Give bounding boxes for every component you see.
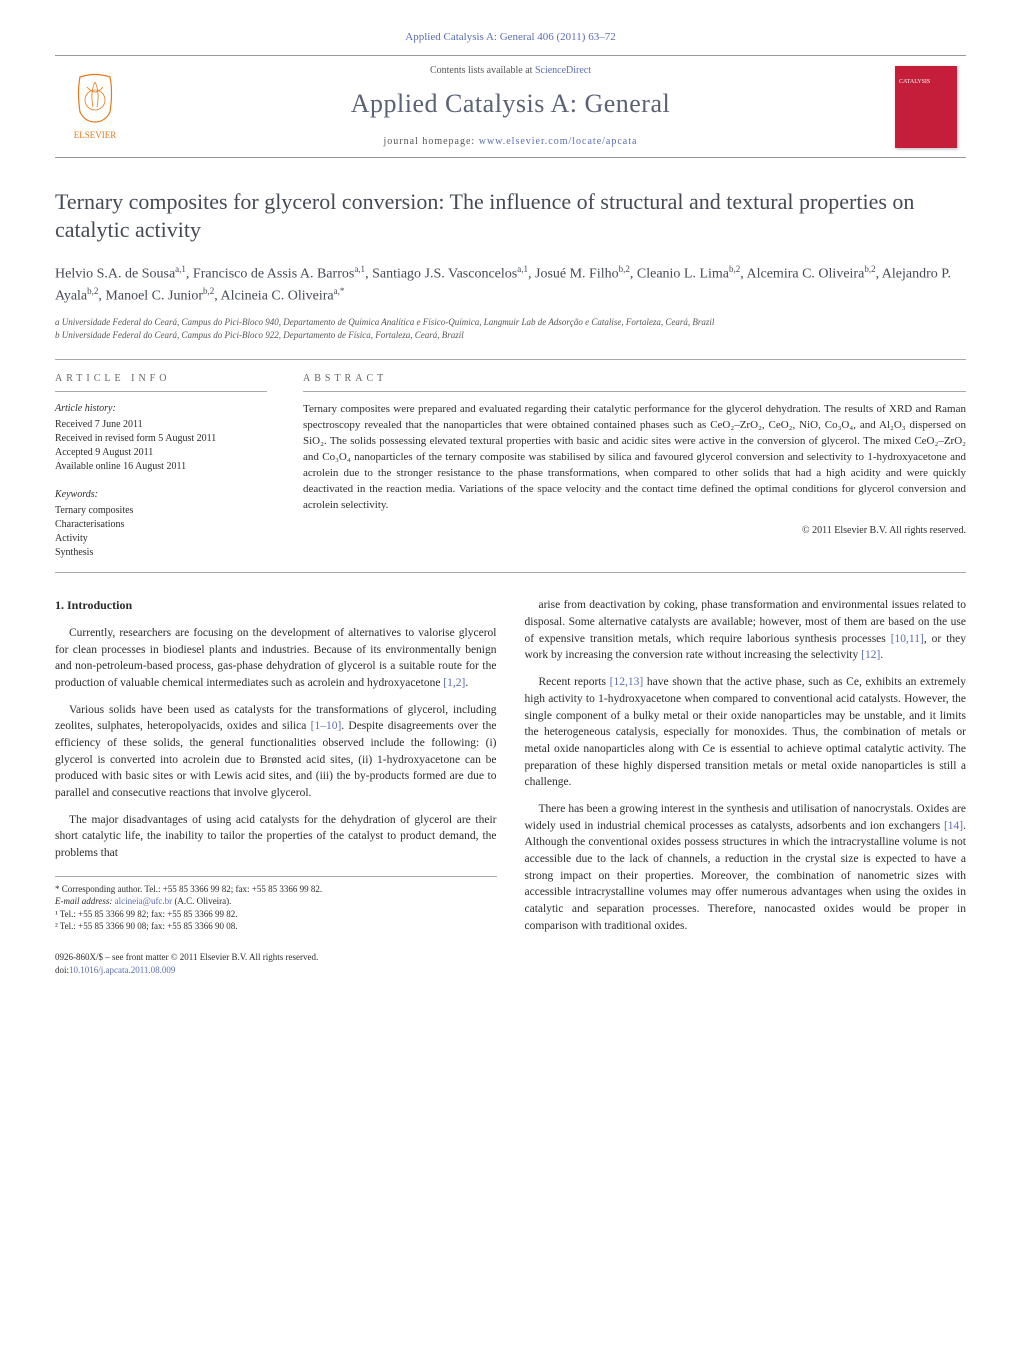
para-l3: The major disadvantages of using acid ca… [55, 812, 497, 862]
homepage-line: journal homepage: www.elsevier.com/locat… [135, 135, 886, 149]
para-r1: arise from deactivation by coking, phase… [525, 597, 967, 664]
authors-list: Helvio S.A. de Sousaa,1, Francisco de As… [55, 263, 966, 306]
publisher-logo-container: ELSEVIER [55, 72, 135, 142]
contents-prefix: Contents lists available at [430, 65, 535, 76]
homepage-link[interactable]: www.elsevier.com/locate/apcata [479, 136, 638, 147]
keyword-3: Activity [55, 532, 267, 546]
body-columns: 1. Introduction Currently, researchers a… [55, 597, 966, 976]
article-info: ARTICLE INFO Article history: Received 7… [55, 360, 285, 572]
email-link[interactable]: alcineia@ufc.br [115, 896, 173, 906]
journal-name: Applied Catalysis A: General [135, 86, 886, 122]
keyword-1: Ternary composites [55, 504, 267, 518]
issn-line: 0926-860X/$ – see front matter © 2011 El… [55, 951, 497, 964]
ref-link[interactable]: [12,13] [610, 676, 644, 688]
contents-line: Contents lists available at ScienceDirec… [135, 64, 886, 78]
homepage-prefix: journal homepage: [384, 136, 479, 147]
abstract: ABSTRACT Ternary composites were prepare… [285, 360, 966, 572]
keywords-label: Keywords: [55, 488, 267, 502]
footnote-email: E-mail address: alcineia@ufc.br (A.C. Ol… [55, 895, 497, 908]
ref-link[interactable]: [1,2] [443, 677, 465, 689]
sciencedirect-link[interactable]: ScienceDirect [535, 65, 591, 76]
affiliations: a Universidade Federal do Ceará, Campus … [55, 316, 966, 341]
ref-link[interactable]: [12] [861, 649, 880, 661]
masthead: ELSEVIER Contents lists available at Sci… [55, 55, 966, 157]
keyword-4: Synthesis [55, 546, 267, 560]
right-column: arise from deactivation by coking, phase… [525, 597, 967, 976]
history-received: Received 7 June 2011 [55, 418, 267, 432]
doi-label: doi: [55, 965, 69, 975]
doi-link[interactable]: 10.1016/j.apcata.2011.08.009 [69, 965, 175, 975]
para-l2: Various solids have been used as catalys… [55, 702, 497, 802]
history-revised: Received in revised form 5 August 2011 [55, 432, 267, 446]
journal-cover-container: CATALYSIS [886, 66, 966, 148]
section-1-title: 1. Introduction [55, 597, 497, 614]
history-label: Article history: [55, 402, 267, 416]
journal-cover-label: CATALYSIS [899, 78, 953, 86]
para-l1: Currently, researchers are focusing on t… [55, 625, 497, 692]
citation-header: Applied Catalysis A: General 406 (2011) … [55, 30, 966, 45]
elsevier-logo: ELSEVIER [65, 72, 125, 142]
ref-link[interactable]: [10,11] [891, 633, 924, 645]
info-abstract-row: ARTICLE INFO Article history: Received 7… [55, 359, 966, 573]
footnote-2: ² Tel.: +55 85 3366 90 08; fax: +55 85 3… [55, 920, 497, 933]
footnotes: * Corresponding author. Tel.: +55 85 336… [55, 876, 497, 933]
abstract-copyright: © 2011 Elsevier B.V. All rights reserved… [303, 524, 966, 538]
email-suffix: (A.C. Oliveira). [172, 896, 231, 906]
email-label: E-mail address: [55, 896, 115, 906]
doi-line: doi:10.1016/j.apcata.2011.08.009 [55, 964, 497, 977]
footer-block: 0926-860X/$ – see front matter © 2011 El… [55, 951, 497, 976]
abstract-header: ABSTRACT [303, 372, 966, 392]
history-accepted: Accepted 9 August 2011 [55, 446, 267, 460]
keyword-2: Characterisations [55, 518, 267, 532]
journal-cover: CATALYSIS [895, 66, 957, 148]
article-info-header: ARTICLE INFO [55, 372, 267, 392]
para-r2: Recent reports [12,13] have shown that t… [525, 674, 967, 791]
elsevier-text: ELSEVIER [74, 130, 117, 140]
para-r3: There has been a growing interest in the… [525, 801, 967, 934]
ref-link[interactable]: [1–10] [311, 720, 342, 732]
affiliation-a: a Universidade Federal do Ceará, Campus … [55, 316, 966, 329]
history-online: Available online 16 August 2011 [55, 460, 267, 474]
left-column: 1. Introduction Currently, researchers a… [55, 597, 497, 976]
masthead-center: Contents lists available at ScienceDirec… [135, 64, 886, 148]
abstract-text: Ternary composites were prepared and eva… [303, 402, 966, 514]
ref-link[interactable]: [14] [944, 820, 963, 832]
footnote-corresponding: * Corresponding author. Tel.: +55 85 336… [55, 883, 497, 896]
affiliation-b: b Universidade Federal do Ceará, Campus … [55, 329, 966, 342]
article-title: Ternary composites for glycerol conversi… [55, 188, 966, 245]
footnote-1: ¹ Tel.: +55 85 3366 99 82; fax: +55 85 3… [55, 908, 497, 921]
